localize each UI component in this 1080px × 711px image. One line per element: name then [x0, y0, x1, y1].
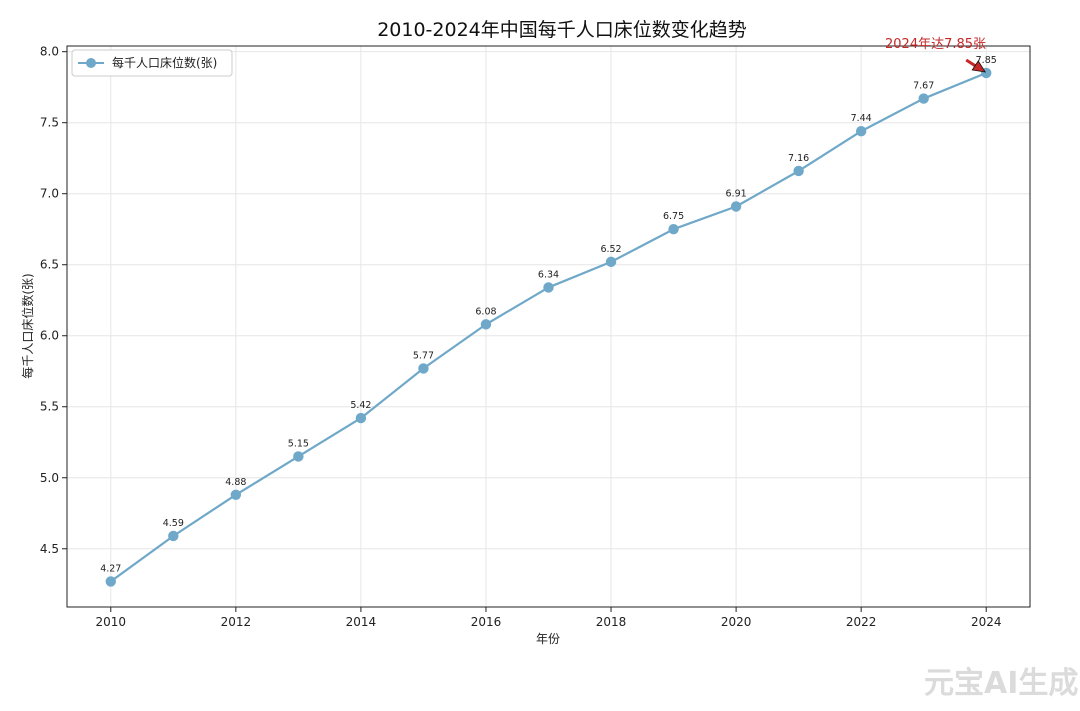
- annotation: 2024年达7.85张: [885, 37, 987, 73]
- x-tick-label: 2024: [971, 615, 1002, 629]
- y-axis: 4.5 5.0 5.5 6.0 6.5 7.0 7.5 8.0: [40, 45, 67, 556]
- y-tick-label: 4.5: [40, 542, 59, 556]
- watermark: 元宝AI生成: [924, 666, 1078, 701]
- data-point: [543, 282, 554, 293]
- data-point: [793, 165, 804, 177]
- y-tick-label: 8.0: [40, 45, 59, 59]
- legend-marker: [86, 58, 96, 68]
- x-tick-label: 2014: [346, 615, 377, 629]
- x-tick-label: 2022: [846, 615, 877, 629]
- data-label: 4.27: [100, 563, 121, 574]
- y-tick-label: 5.0: [40, 471, 59, 485]
- x-tick-label: 2018: [596, 615, 627, 629]
- data-point: [168, 530, 179, 542]
- data-point: [418, 363, 429, 374]
- data-label: 6.75: [663, 211, 684, 222]
- data-point: [105, 576, 116, 587]
- x-axis: 2010 2012 2014 2016 2018 2020 2022 2024: [95, 607, 1002, 629]
- legend-box: [71, 49, 233, 77]
- data-label: 6.91: [726, 188, 747, 199]
- data-label: 7.67: [913, 81, 934, 92]
- data-point: [918, 93, 929, 104]
- data-point: [855, 126, 867, 137]
- data-label: 7.85: [976, 55, 997, 66]
- data-label: 7.44: [851, 113, 872, 124]
- legend-label: 每千人口床位数(张): [112, 55, 217, 70]
- data-point: [605, 256, 617, 268]
- y-tick-label: 6.0: [40, 329, 59, 343]
- data-label: 5.42: [350, 400, 371, 411]
- legend: 每千人口床位数(张): [71, 49, 233, 77]
- data-label: 4.88: [225, 477, 246, 488]
- data-point: [355, 412, 367, 424]
- grid: [67, 46, 1030, 607]
- series-line: [110, 71, 987, 583]
- plot-frame: [66, 45, 1031, 608]
- data-point: [480, 319, 492, 330]
- data-label: 7.16: [788, 153, 809, 164]
- x-tick-label: 2020: [721, 615, 752, 629]
- chart-title: 2010-2024年中国每千人口床位数变化趋势: [377, 19, 747, 41]
- y-tick-label: 7.5: [40, 116, 59, 130]
- annotation-arrow-head: [971, 60, 987, 73]
- y-axis-label: 每千人口床位数(张): [20, 273, 35, 378]
- y-tick-label: 7.0: [40, 187, 59, 201]
- x-tick-label: 2016: [471, 615, 502, 629]
- y-tick-label: 5.5: [40, 400, 59, 414]
- data-label: 5.77: [413, 350, 434, 361]
- y-tick-label: 6.5: [40, 258, 59, 272]
- data-label: 6.08: [475, 306, 496, 317]
- data-label: 6.52: [600, 244, 621, 255]
- data-label: 6.34: [538, 269, 559, 280]
- data-point: [730, 201, 742, 212]
- x-tick-label: 2012: [221, 615, 252, 629]
- x-axis-label: 年份: [536, 632, 560, 646]
- data-point: [668, 224, 679, 235]
- data-point: [230, 489, 242, 500]
- plot-series: 4.27 4.59 4.88 5.15 5.42 5.77 6.08 6.34 6.52 6.75…: [100, 55, 997, 587]
- data-point: [293, 451, 304, 462]
- x-tick-label: 2010: [95, 615, 126, 629]
- annotation-text: 2024年达7.85张: [885, 37, 986, 52]
- data-label: 5.15: [288, 438, 309, 449]
- data-label: 4.59: [163, 518, 184, 529]
